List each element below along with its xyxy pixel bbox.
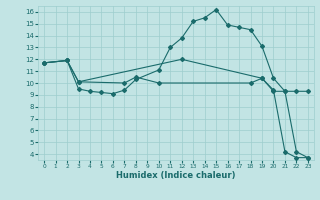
X-axis label: Humidex (Indice chaleur): Humidex (Indice chaleur) [116,171,236,180]
